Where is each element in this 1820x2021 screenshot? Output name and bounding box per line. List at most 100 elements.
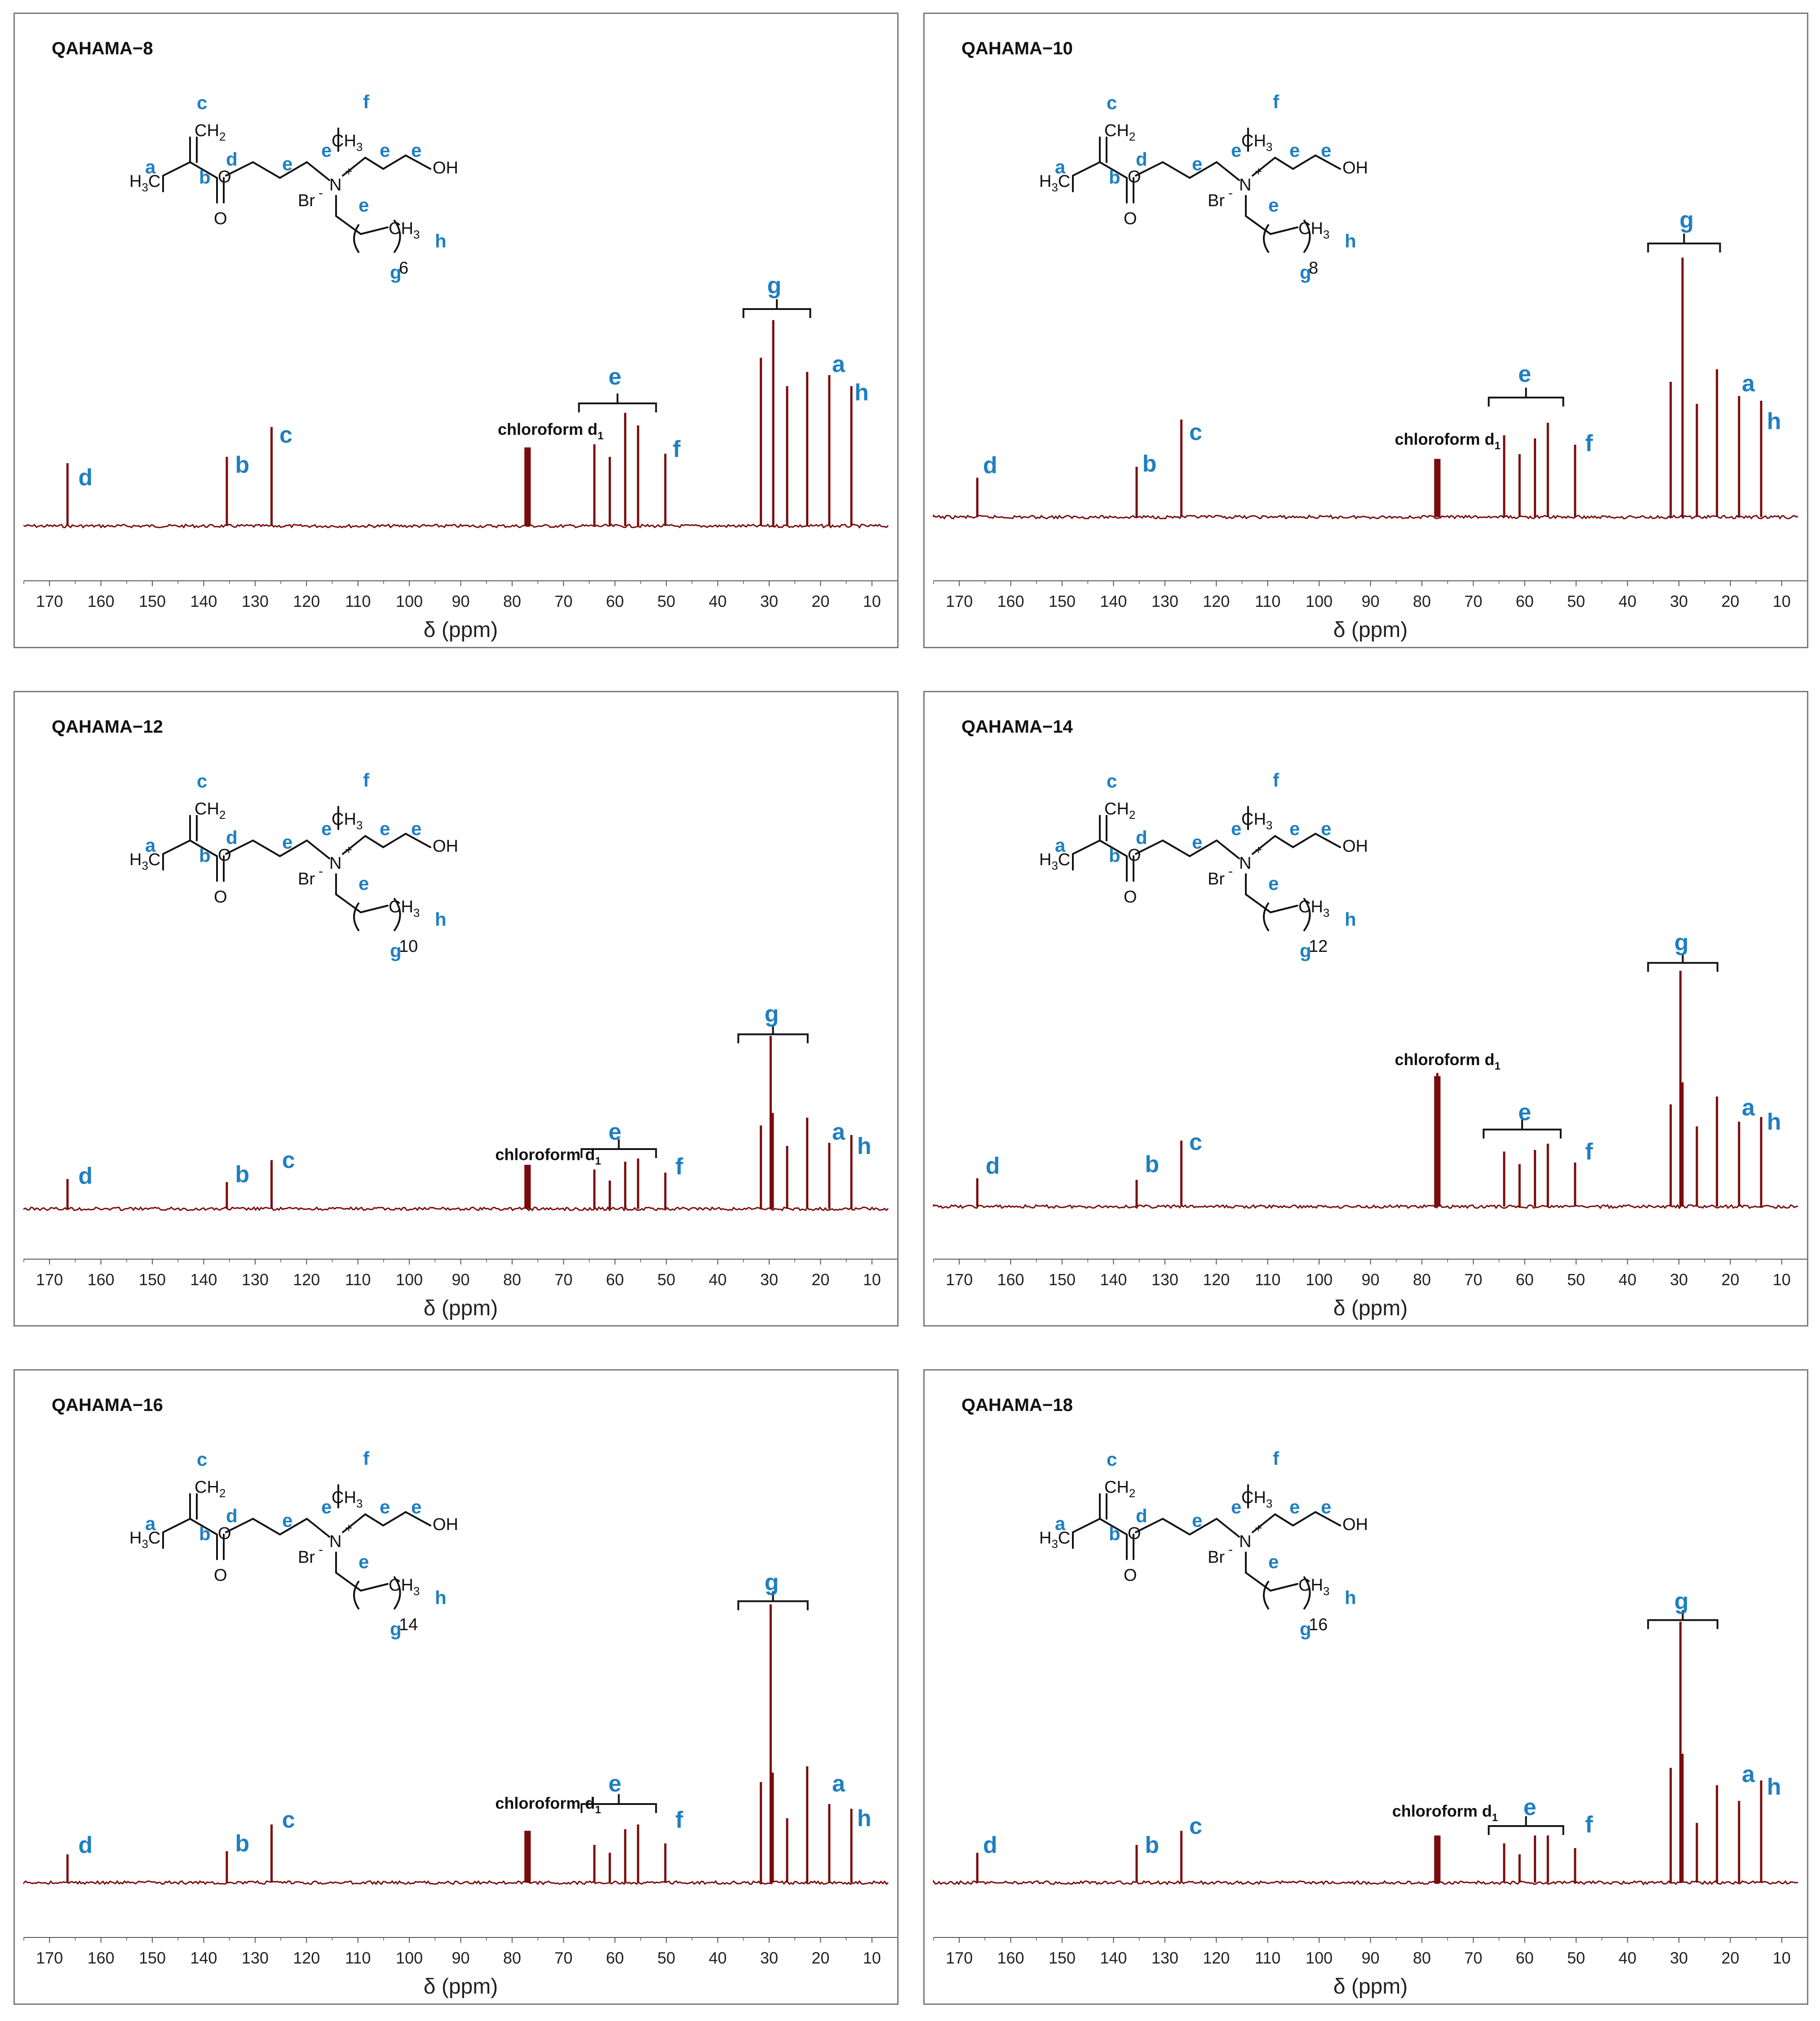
peak-assignment-label: d	[78, 1163, 93, 1189]
x-tick-label: 90	[452, 592, 469, 610]
tail-ch3-text: CH3	[1298, 898, 1329, 920]
structure-label-e: e	[1268, 1551, 1279, 1572]
x-tick-label: 80	[503, 1270, 521, 1289]
structure-label-d: d	[226, 149, 238, 170]
hydroxyl-text: OH	[1342, 1515, 1368, 1534]
nmr-spectrum-svg: 170 160 150 140 130 120 110 100 90 80 70 60 50 40 30 20…	[23, 91, 897, 642]
x-tick-label: 120	[293, 1270, 320, 1289]
structure-label-e: e	[359, 195, 369, 216]
x-tick-label: 110	[345, 592, 371, 610]
x-axis-title: δ (ppm)	[424, 1296, 498, 1320]
carbonyl-oxygen-text: O	[214, 888, 227, 907]
peak-assignment-label: f	[1585, 1139, 1593, 1165]
structure-label-e: e	[1321, 818, 1331, 839]
peak-assignment-label: e	[608, 364, 621, 390]
structure-label-f: f	[1273, 1448, 1280, 1469]
x-tick-label: 40	[1619, 592, 1637, 610]
n-methyl-text: CH3	[332, 132, 363, 154]
x-tick-label: 100	[396, 1270, 423, 1289]
vinyl-ch2-text: CH2	[1104, 121, 1135, 143]
x-tick-label: 60	[606, 592, 624, 610]
x-tick-label: 30	[760, 1949, 778, 1967]
spectrum-baseline	[23, 1206, 889, 1212]
x-axis-title: δ (ppm)	[1333, 618, 1408, 642]
x-tick-label: 100	[396, 592, 423, 610]
x-tick-label: 100	[1306, 1949, 1333, 1967]
peak-group-bracket	[1647, 234, 1721, 252]
x-tick-label: 150	[1049, 592, 1076, 610]
structure-label-a: a	[1055, 835, 1066, 856]
nmr-spectrum-svg: 170 160 150 140 130 120 110 100 90 80 70 60 50 40 30 20…	[23, 1448, 897, 1999]
x-tick-label: 80	[1413, 1949, 1431, 1967]
nitrogen-text: N	[329, 176, 341, 195]
structure-label-d: d	[1136, 1505, 1147, 1526]
peak-assignment-label: f	[1585, 1812, 1593, 1838]
structure-label-g: g	[1300, 262, 1311, 283]
bromide-text: Br	[1208, 191, 1225, 210]
structure-label-g: g	[1300, 940, 1311, 961]
structure-label-e: e	[380, 818, 390, 839]
structure-label-c: c	[197, 92, 207, 113]
chain-repeat-count: 10	[399, 937, 418, 956]
x-tick-label: 20	[1721, 1270, 1739, 1289]
peak-assignment-label: g	[765, 1001, 779, 1027]
structure-label-f: f	[1273, 769, 1280, 791]
structure-label-e: e	[1289, 140, 1300, 161]
nitrogen-charge-text: +	[1255, 164, 1262, 178]
x-tick-label: 60	[1516, 592, 1534, 610]
panel-title: QAHAMA−18	[961, 1395, 1073, 1415]
peak-assignment-label: d	[986, 1153, 1000, 1179]
x-tick-label: 140	[1100, 1270, 1127, 1289]
x-tick-label: 140	[190, 1949, 217, 1967]
peak-assignment-label: c	[1189, 1813, 1202, 1840]
vinyl-ch2-text: CH2	[195, 1478, 226, 1500]
structure-label-h: h	[435, 230, 447, 252]
methyl-h3c-text: H3C	[1039, 1529, 1070, 1551]
n-methyl-text: CH3	[1241, 132, 1272, 154]
x-tick-label: 90	[1361, 1949, 1379, 1967]
structure-label-a: a	[1055, 1513, 1066, 1534]
structure-label-e: e	[411, 140, 421, 161]
peak-group-bracket	[1647, 953, 1718, 972]
x-tick-label: 100	[1306, 1270, 1333, 1289]
x-tick-label: 30	[760, 1270, 778, 1289]
peak-assignment-label: h	[1767, 1109, 1781, 1135]
structure-label-e: e	[1231, 140, 1241, 161]
vinyl-ch2-text: CH2	[1104, 1478, 1135, 1500]
spectrum-panel: QAHAMA−12 170 160 150 140 130 120 110 100 90 80 70 6…	[13, 691, 899, 1327]
tail-ch3-text: CH3	[1298, 219, 1329, 241]
peak-group-bracket	[580, 1139, 657, 1158]
structure-label-e: e	[411, 818, 421, 839]
methyl-h3c-text: H3C	[129, 850, 160, 872]
x-tick-label: 110	[345, 1949, 371, 1967]
ester-oxygen-text: O	[218, 846, 231, 865]
x-tick-label: 10	[863, 1949, 881, 1967]
structure-label-e: e	[1192, 831, 1202, 853]
x-tick-label: 120	[1203, 1270, 1230, 1289]
solvent-label: chloroform d1	[495, 1794, 601, 1816]
x-tick-label: 70	[554, 592, 572, 610]
structure-label-h: h	[1345, 909, 1356, 930]
x-tick-label: 60	[606, 1270, 624, 1289]
x-tick-label: 30	[760, 592, 778, 610]
structure-label-e: e	[321, 1496, 332, 1517]
solvent-label: chloroform d1	[1392, 1802, 1498, 1824]
structure-label-h: h	[435, 1587, 447, 1608]
peak-assignment-label: c	[279, 422, 292, 448]
tail-ch3-text: CH3	[1298, 1576, 1329, 1598]
x-tick-label: 20	[1721, 1949, 1739, 1967]
structure-label-e: e	[1192, 1510, 1202, 1531]
structure-label-h: h	[1345, 230, 1356, 252]
x-axis-title: δ (ppm)	[1333, 1296, 1408, 1320]
spectrum-panel: QAHAMA−8 170 160 150 140 130 120 110 100 90 80 70 60…	[13, 13, 899, 648]
tail-ch3-text: CH3	[389, 898, 420, 920]
structure-label-b: b	[1109, 1523, 1120, 1544]
peak-assignment-label: e	[1518, 361, 1531, 387]
peak-assignment-label: a	[1742, 1095, 1755, 1121]
x-tick-label: 50	[657, 592, 675, 610]
peak-assignment-label: d	[78, 464, 93, 491]
structure-label-e: e	[1231, 1496, 1241, 1517]
x-tick-label: 130	[1151, 592, 1178, 610]
